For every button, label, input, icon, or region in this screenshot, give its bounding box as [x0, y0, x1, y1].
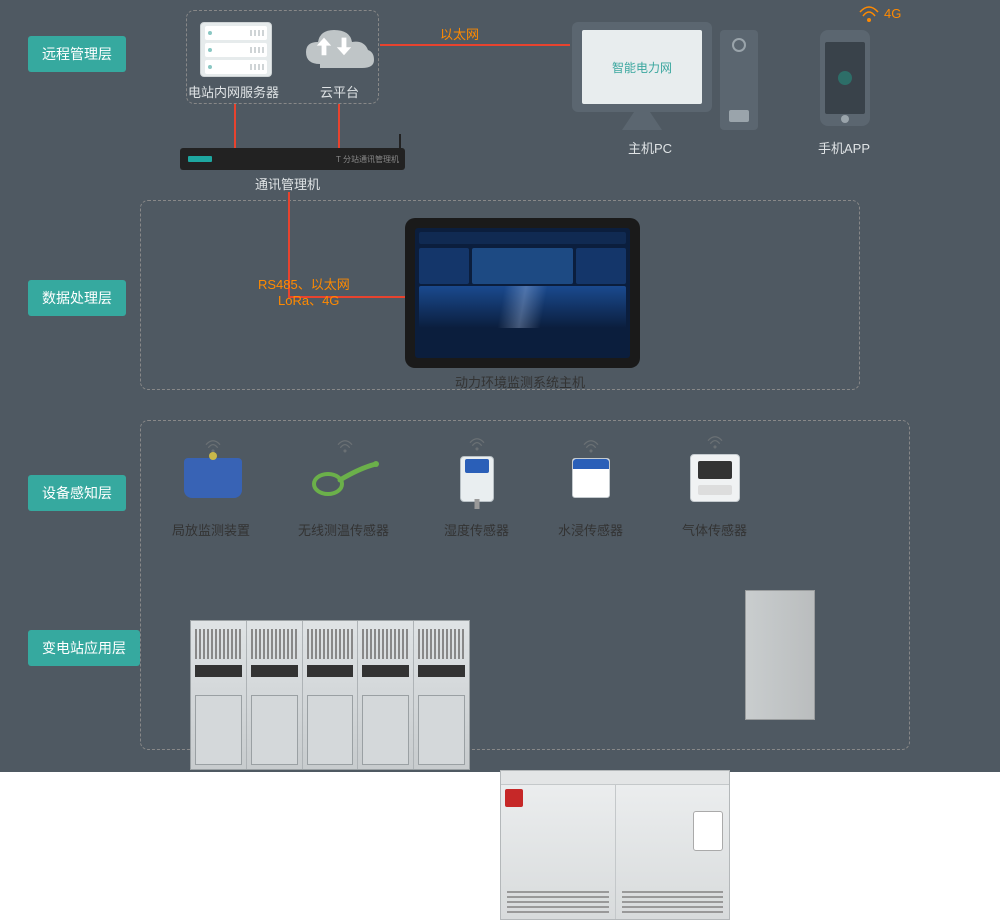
host-pc: 智能电力网 [572, 22, 758, 130]
gateway-label: 通讯管理机 [255, 174, 320, 193]
wifi-icon [706, 436, 724, 450]
link-ethernet [380, 44, 570, 46]
pc-label: 主机PC [628, 138, 672, 157]
comm-gateway: T 分站通讯管理机 [180, 148, 405, 170]
cloud-label: 云平台 [320, 82, 359, 101]
link-cloud-gateway [338, 104, 340, 148]
cloud-platform [300, 24, 380, 74]
humidity-sensor-label: 湿度传感器 [444, 520, 509, 539]
pd-sensor-label: 局放监测装置 [172, 520, 250, 539]
phone-signal-icon [858, 6, 880, 24]
layer-label-remote: 远程管理层 [28, 36, 126, 72]
link-server-gateway [234, 104, 236, 148]
water-sensor-label: 水浸传感器 [558, 520, 623, 539]
humidity-sensor [460, 438, 494, 502]
pd-sensor [184, 440, 242, 498]
server-label: 电站内网服务器 [188, 82, 279, 101]
phone-4g-label: 4G [884, 6, 901, 21]
gas-sensor-label: 气体传感器 [682, 520, 747, 539]
layer-label-data: 数据处理层 [28, 280, 126, 316]
wifi-icon [468, 438, 486, 452]
switchgear-cabinet [190, 620, 470, 770]
layer-label-application: 变电站应用层 [28, 630, 140, 666]
protocol-label-2: LoRa、4G [278, 290, 339, 309]
intranet-server [200, 22, 272, 77]
gas-sensor [690, 436, 740, 502]
box-substation [500, 770, 730, 920]
layer-label-sensing: 设备感知层 [28, 475, 126, 511]
wifi-icon [582, 440, 600, 454]
cloud-icon [300, 24, 380, 74]
phone-label: 手机APP [818, 138, 870, 157]
architecture-diagram: 远程管理层 数据处理层 设备感知层 变电站应用层 电站内网服务器 云平台 以太网… [0, 0, 1000, 772]
mobile-app [820, 30, 870, 126]
wifi-icon [336, 440, 354, 454]
pc-screen-text: 智能电力网 [612, 59, 672, 76]
temp-sensor [310, 440, 380, 498]
dashboard-label: 动力环境监测系统主机 [455, 372, 585, 391]
aux-cabinet [745, 590, 815, 720]
temp-sensor-label: 无线测温传感器 [298, 520, 389, 539]
ethernet-label: 以太网 [440, 24, 479, 43]
env-monitor-host [405, 218, 640, 368]
water-sensor [572, 440, 610, 498]
pc-tower [720, 30, 758, 130]
